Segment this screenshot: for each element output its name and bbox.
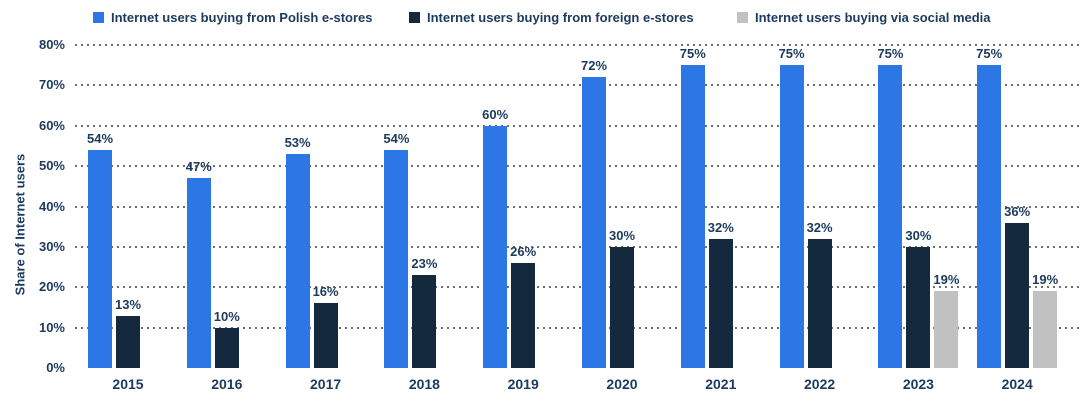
x-axis-label-2018: 2018 [408,376,440,392]
value-label-polish-estores-2016: 47% [185,159,212,175]
bar-polish-estores-2022 [779,65,804,368]
value-label-polish-estores-2015: 54% [86,130,114,146]
value-label-polish-estores-2022: 75% [778,46,805,62]
bar-foreign-estores-2017 [313,303,338,368]
x-axis-label-2022: 2022 [804,376,836,392]
gridline-80pct [75,44,1080,46]
y-tick-label-40pct: 40% [38,198,65,214]
bar-polish-estores-2017 [285,154,310,368]
gridline-10pct [75,326,1080,329]
bar-polish-estores-2015 [88,149,112,368]
legend-swatch-polish-estores [93,12,104,23]
x-axis-label-2024: 2024 [1001,376,1033,392]
bar-foreign-estores-2023 [906,246,931,368]
x-axis-label-2021: 2021 [705,376,737,392]
bar-polish-estores-2020 [582,77,606,368]
value-label-foreign-estores-2022: 32% [806,219,833,235]
legend-item-polish-estores: Internet users buying from Polish e-stor… [93,10,373,25]
x-axis-label-2016: 2016 [211,376,243,392]
bar-foreign-estores-2020 [610,246,634,368]
value-label-polish-estores-2024: 75% [976,46,1003,62]
x-axis-label-2020: 2020 [606,376,638,392]
value-label-polish-estores-2019: 60% [482,106,509,122]
gridline-50pct [75,165,1080,168]
value-label-foreign-estores-2015: 13% [114,296,142,312]
gridline-60pct [75,124,1080,127]
value-label-foreign-estores-2016: 10% [213,308,240,324]
x-axis-label-2015: 2015 [112,376,144,392]
bar-foreign-estores-2022 [807,238,832,368]
y-tick-label-50pct: 50% [38,158,65,174]
bar-foreign-estores-2021 [708,238,733,368]
bar-social-media-2023 [934,291,959,368]
legend-swatch-social-media [737,12,748,23]
gridline-30pct [75,245,1080,248]
value-label-polish-estores-2018: 54% [383,130,410,146]
x-axis-label-2019: 2019 [507,376,539,392]
value-label-foreign-estores-2021: 32% [707,219,734,235]
legend-label-foreign-estores: Internet users buying from foreign e-sto… [427,10,694,25]
bar-polish-estores-2018 [384,149,409,368]
value-label-polish-estores-2021: 75% [679,46,706,62]
y-tick-label-20pct: 20% [38,279,65,295]
bar-polish-estores-2023 [878,65,903,368]
legend-label-social-media: Internet users buying via social media [755,10,991,25]
legend-item-foreign-estores: Internet users buying from foreign e-sto… [409,10,694,25]
y-tick-label-60pct: 60% [38,117,65,133]
legend-item-social-media: Internet users buying via social media [737,10,991,25]
bar-polish-estores-2016 [186,178,211,368]
gridline-70pct [75,84,1080,87]
value-label-foreign-estores-2017: 16% [312,284,339,300]
bar-polish-estores-2024 [977,65,1002,368]
value-label-polish-estores-2017: 53% [284,135,311,150]
legend-swatch-foreign-estores [409,12,420,23]
gridline-40pct [75,205,1080,208]
bar-foreign-estores-2019 [511,263,536,368]
bar-social-media-2024 [1033,291,1058,368]
y-axis-title: Share of Internet users [12,153,28,296]
bar-polish-estores-2019 [483,125,508,368]
value-label-foreign-estores-2023: 30% [905,227,932,243]
value-label-foreign-estores-2024: 36% [1004,203,1031,219]
value-label-polish-estores-2020: 72% [580,58,608,74]
value-label-social-media-2023: 19% [933,272,960,288]
y-tick-label-10pct: 10% [38,319,65,335]
value-label-foreign-estores-2020: 30% [608,227,636,243]
value-label-foreign-estores-2019: 26% [510,244,537,260]
value-label-foreign-estores-2018: 23% [411,256,438,272]
x-axis-label-2017: 2017 [310,376,342,392]
bar-polish-estores-2021 [680,65,705,368]
bar-foreign-estores-2024 [1005,222,1030,368]
x-axis-label-2023: 2023 [902,376,934,392]
y-tick-label-70pct: 70% [38,77,65,93]
legend-label-polish-estores: Internet users buying from Polish e-stor… [111,10,373,25]
y-tick-label-30pct: 30% [38,238,65,254]
value-label-social-media-2024: 19% [1032,272,1059,288]
gridline-20pct [75,286,1080,289]
y-tick-label-0pct: 0% [46,360,65,375]
bar-foreign-estores-2018 [412,275,437,368]
value-label-polish-estores-2023: 75% [877,46,904,62]
bar-foreign-estores-2015 [116,315,140,368]
y-tick-label-80pct: 80% [38,37,65,52]
bar-foreign-estores-2016 [214,327,239,368]
